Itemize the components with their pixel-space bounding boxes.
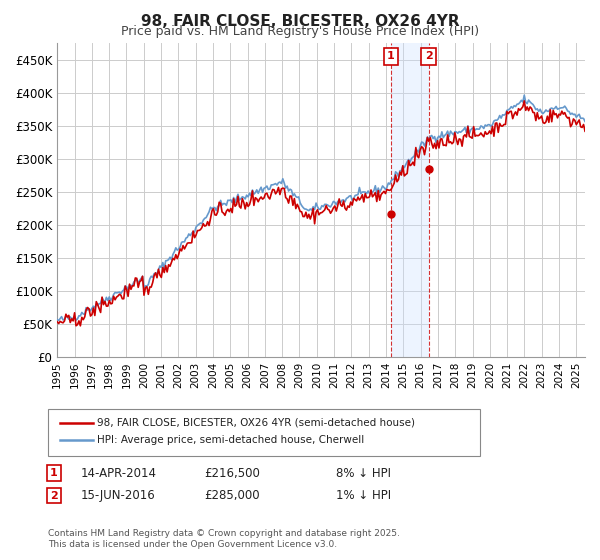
Text: 98, FAIR CLOSE, BICESTER, OX26 4YR: 98, FAIR CLOSE, BICESTER, OX26 4YR xyxy=(140,14,460,29)
Text: 1: 1 xyxy=(387,51,395,61)
Bar xyxy=(391,43,428,357)
Text: Price paid vs. HM Land Registry's House Price Index (HPI): Price paid vs. HM Land Registry's House … xyxy=(121,25,479,38)
Text: £285,000: £285,000 xyxy=(204,489,260,502)
Text: 15-JUN-2016: 15-JUN-2016 xyxy=(81,489,156,502)
Text: 14-APR-2014: 14-APR-2014 xyxy=(81,466,157,480)
Text: £216,500: £216,500 xyxy=(204,466,260,480)
Text: Contains HM Land Registry data © Crown copyright and database right 2025.
This d: Contains HM Land Registry data © Crown c… xyxy=(48,529,400,549)
Text: 8% ↓ HPI: 8% ↓ HPI xyxy=(336,466,391,480)
Text: 1: 1 xyxy=(50,468,58,478)
Text: 1% ↓ HPI: 1% ↓ HPI xyxy=(336,489,391,502)
Text: 98, FAIR CLOSE, BICESTER, OX26 4YR (semi-detached house): 98, FAIR CLOSE, BICESTER, OX26 4YR (semi… xyxy=(97,418,415,428)
Text: 2: 2 xyxy=(425,51,433,61)
Text: 2: 2 xyxy=(50,491,58,501)
Text: HPI: Average price, semi-detached house, Cherwell: HPI: Average price, semi-detached house,… xyxy=(97,435,364,445)
